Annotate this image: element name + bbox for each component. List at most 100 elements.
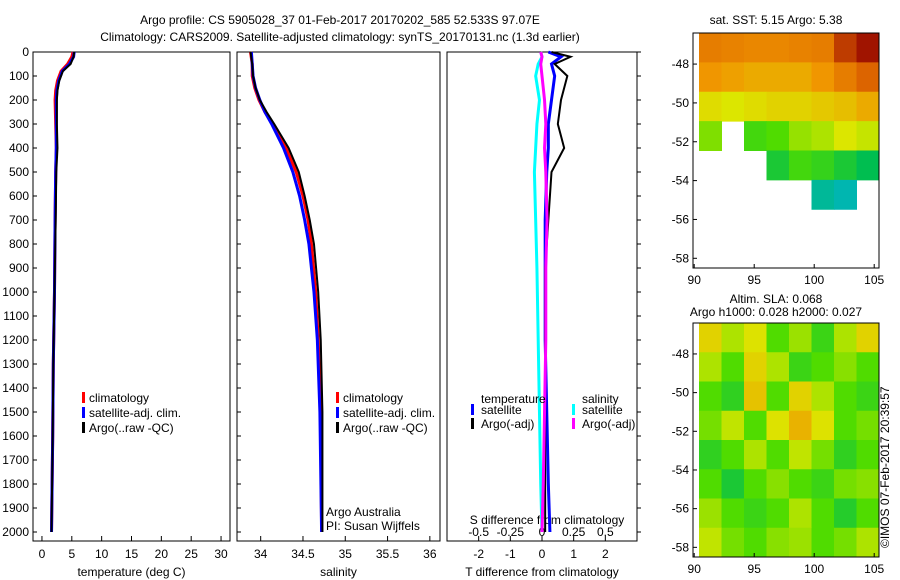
legend-label: Argo(-adj): [582, 417, 635, 431]
map-title: Altim. SLA: 0.068: [730, 292, 823, 306]
map-cell: [721, 91, 745, 122]
title-line2: Climatology: CARS2009. Satellite-adjuste…: [100, 30, 580, 44]
map-cell: [789, 33, 812, 63]
map-cell: [699, 381, 722, 412]
map-subtitle: Argo h1000: 0.028 h2000: 0.027: [690, 305, 862, 319]
map-cell: [856, 352, 880, 382]
timestamp: ©IMOS 07-Feb-2017 20:39:57: [878, 386, 892, 548]
map-cell: [834, 498, 857, 529]
map-cell: [811, 33, 835, 63]
map-cell: [721, 527, 745, 558]
map-cell: [699, 352, 722, 382]
y-tick-label: -54: [672, 174, 690, 188]
map-cell: [721, 410, 745, 441]
map-cell: [744, 62, 767, 93]
y-tick-label: 1800: [2, 477, 29, 491]
map-cell: [744, 91, 767, 122]
sst-map-panel: 90 95 100 105 -48 -50 -52 -54 -56 -58 sat. SST: 5.…: [672, 13, 885, 287]
map-cell: [766, 150, 790, 181]
legend-label: satellite-adj. clim.: [343, 406, 435, 420]
y-tick-label: -48: [672, 347, 690, 361]
map-cell: [856, 440, 880, 470]
series-line-argo-raw-qc-: [249, 51, 324, 532]
temperature-panel: 0100200300400500600700800900100011001200…: [2, 45, 231, 579]
map-cell: [721, 498, 745, 529]
map-cell: [744, 469, 767, 499]
map-cell: [699, 62, 722, 93]
map-cell: [789, 527, 812, 558]
y-tick-label: 400: [9, 141, 29, 155]
plot-frame: [32, 51, 231, 542]
x-tick-label: 1: [570, 547, 577, 561]
y-tick-label: -48: [672, 57, 690, 71]
x-tick-label: 2: [602, 547, 609, 561]
salinity-panel: 34 34.5 35 35.5 36 salinity climatologysatelli…: [236, 51, 441, 579]
y-tick-label: 1100: [3, 309, 29, 323]
sla-map-panel: 90 95 100 105 -48 -50 -52 -54 -56 -58 Altim. SLA: …: [672, 292, 885, 576]
map-cell: [699, 410, 722, 441]
map-cell: [766, 91, 790, 122]
legend-swatch: [572, 418, 575, 429]
map-cell: [766, 469, 790, 499]
map-cell: [856, 62, 880, 93]
map-cell: [766, 381, 790, 412]
legend-label: climatology: [343, 391, 403, 405]
x-tick-label: 95: [748, 562, 762, 576]
map-cell: [834, 121, 857, 151]
map-cell: [766, 498, 790, 529]
map-cell: [699, 121, 722, 151]
y-tick-label: -54: [672, 463, 690, 477]
y-tick-label: 800: [9, 237, 29, 251]
map-cell: [834, 527, 857, 558]
y-tick-label: 600: [9, 189, 29, 203]
map-cell: [834, 410, 857, 441]
series-line-s-argo-adj-: [539, 51, 549, 533]
x-tick-label: 30: [214, 547, 228, 561]
series-line-s-satellite: [532, 51, 544, 533]
map-title: sat. SST: 5.15 Argo: 5.38: [710, 13, 843, 27]
y-tick-label: 200: [9, 93, 29, 107]
y-tick-label: 1900: [2, 501, 29, 515]
map-cell: [834, 352, 857, 382]
map-cell: [699, 498, 722, 529]
legend-label: climatology: [89, 391, 149, 405]
x-tick-label: 0: [39, 547, 46, 561]
y-tick-label: -58: [672, 251, 690, 265]
map-cell: [834, 150, 857, 181]
plot-frame: [692, 322, 880, 558]
map-cell: [856, 498, 880, 529]
x-tick-label: 0: [539, 547, 546, 561]
y-tick-label: 1700: [2, 453, 29, 467]
map-cell: [834, 381, 857, 412]
map-cell: [856, 410, 880, 441]
legend-swatch: [82, 422, 85, 433]
x-tick-label: 105: [864, 562, 884, 576]
map-cell: [744, 381, 767, 412]
y-tick-label: 900: [9, 261, 29, 275]
map-cell: [744, 33, 767, 63]
legend-swatch: [572, 404, 575, 415]
x-tick-label: 105: [864, 273, 884, 287]
series-line-climatology: [249, 51, 324, 533]
map-cell: [811, 527, 835, 558]
x-tick-label: 90: [688, 562, 702, 576]
map-cell: [744, 440, 767, 470]
map-cell: [721, 469, 745, 499]
map-cell: [721, 440, 745, 470]
map-cell: [811, 381, 835, 412]
map-cell: [721, 352, 745, 382]
legend-swatch: [471, 418, 474, 429]
map-cell: [856, 323, 880, 353]
map-cell: [834, 91, 857, 122]
map-cell: [766, 352, 790, 382]
legend-swatch: [82, 392, 85, 403]
map-cell: [789, 323, 812, 353]
s-tick-label: 0.25: [562, 525, 586, 539]
map-cell: [721, 381, 745, 412]
x-tick-label: 36: [423, 547, 437, 561]
y-tick-label: 500: [9, 165, 29, 179]
y-tick-label: 100: [9, 69, 29, 83]
x-tick-label: 95: [748, 273, 762, 287]
map-cell: [811, 62, 835, 93]
